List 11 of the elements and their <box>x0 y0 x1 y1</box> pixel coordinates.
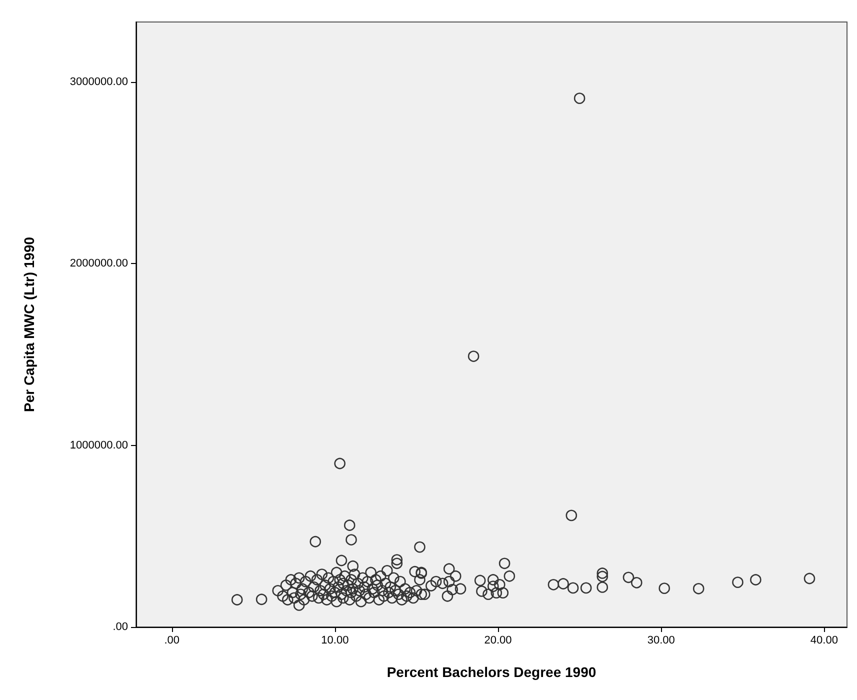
x-tick-label: .00 <box>164 634 180 646</box>
y-tick-label: .00 <box>112 621 128 633</box>
x-tick-label: 20.00 <box>484 634 512 646</box>
y-tick-label: 2000000.00 <box>70 258 128 270</box>
y-tick-label: 3000000.00 <box>70 76 128 88</box>
y-axis-title: Per Capita MWC (Ltr) 1990 <box>21 236 37 412</box>
x-axis-title: Percent Bachelors Degree 1990 <box>386 664 596 680</box>
x-tick-label: 10.00 <box>321 634 349 646</box>
x-tick-label: 30.00 <box>647 634 675 646</box>
y-tick-label: 1000000.00 <box>70 439 128 452</box>
x-tick-label: 40.00 <box>810 634 838 646</box>
